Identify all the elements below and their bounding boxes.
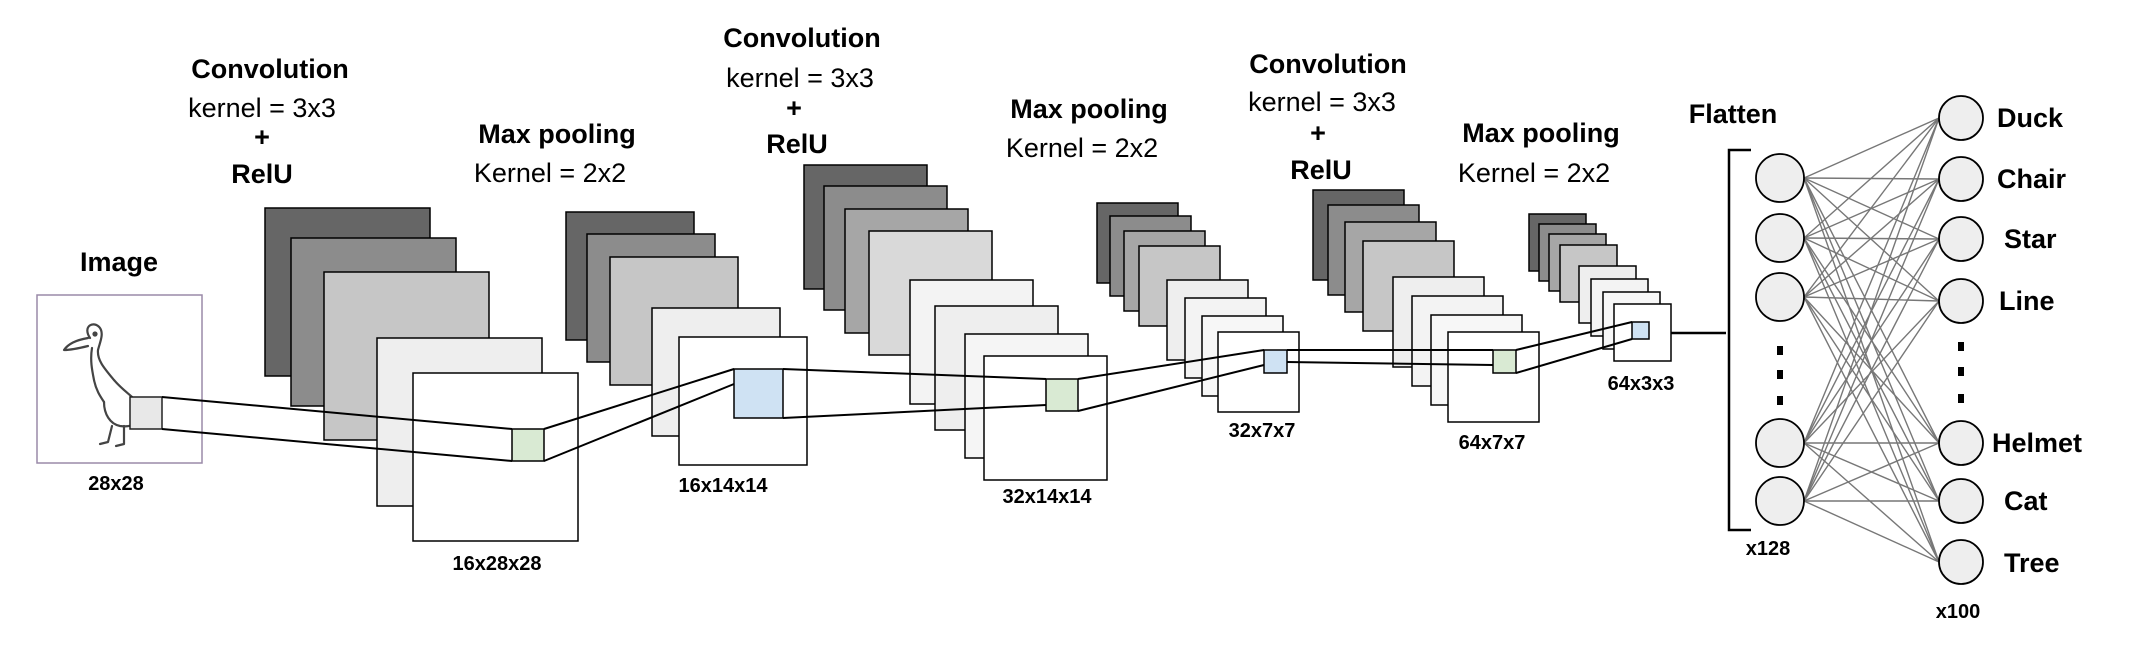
- pool1-title: Max pooling: [478, 119, 636, 149]
- class-label-chair: Chair: [1997, 164, 2067, 194]
- conv2-kernel: kernel = 3x3: [726, 63, 874, 93]
- fc-edge: [1803, 117, 1940, 179]
- conv3-activation: RelU: [1290, 155, 1352, 185]
- pool3-highlight-cell: [1631, 321, 1650, 340]
- conv2-plus: +: [786, 93, 802, 123]
- pool2-title: Max pooling: [1010, 94, 1168, 124]
- flatten-node: [1755, 272, 1805, 322]
- flatten-node: [1755, 153, 1805, 203]
- receptive-field-lines: [161, 321, 1633, 462]
- conv2-dim-label: 32x14x14: [1003, 486, 1093, 508]
- flatten-node: [1755, 476, 1805, 526]
- fc-edge: [1803, 296, 1940, 502]
- fc-edge: [1803, 237, 1940, 302]
- duck-sketch-icon: [62, 323, 144, 448]
- fc-edge: [1803, 300, 1940, 502]
- input-image-frame: [36, 294, 203, 464]
- output-node: [1938, 420, 1984, 466]
- class-label-tree: Tree: [2004, 548, 2060, 578]
- conv1-dim-label: 16x28x28: [453, 553, 542, 575]
- output-nodes: [1938, 95, 1984, 585]
- flatten-node: [1755, 418, 1805, 468]
- pool1-feature-stack: [565, 211, 808, 466]
- pool2-kernel: Kernel = 2x2: [1006, 133, 1158, 163]
- pool3-kernel: Kernel = 2x2: [1458, 158, 1610, 188]
- pool2-highlight-cell: [1263, 349, 1288, 374]
- pool2-feature-stack: [1096, 202, 1300, 413]
- fc-edge: [1803, 178, 1940, 298]
- pool1-highlight-cell: [733, 368, 784, 419]
- conv2-feature-stack: [803, 164, 1108, 481]
- image-dim-label: 28x28: [88, 473, 144, 495]
- flatten-ellipsis: [1777, 346, 1783, 405]
- fc-edge: [1803, 300, 1940, 444]
- flatten-title: Flatten: [1689, 99, 1778, 129]
- fc-edge: [1803, 238, 1940, 502]
- conv1-feature-stack: [264, 207, 579, 542]
- output-node: [1938, 539, 1984, 585]
- fc-edge: [1803, 117, 1940, 239]
- conv3-feature-stack: [1312, 189, 1540, 423]
- conv3-highlight-cell: [1492, 349, 1517, 374]
- fc-edge: [1803, 117, 1940, 444]
- output-node: [1938, 278, 1984, 324]
- conv3-dim-label: 64x7x7: [1459, 432, 1526, 454]
- image-title: Image: [80, 247, 158, 277]
- conv3-title: Convolution: [1249, 49, 1406, 79]
- class-label-star: Star: [2004, 224, 2057, 254]
- pool1-dim-label: 16x14x14: [679, 475, 769, 497]
- conv3-kernel: kernel = 3x3: [1248, 87, 1396, 117]
- class-label-duck: Duck: [1997, 103, 2064, 133]
- output-node: [1938, 95, 1984, 141]
- flatten-count-label: x128: [1746, 538, 1791, 560]
- fc-edge: [1803, 238, 1940, 298]
- conv1-highlight-cell: [511, 428, 545, 462]
- fc-edge: [1803, 177, 1940, 302]
- fc-edge: [1803, 442, 1940, 502]
- fc-edge: [1803, 296, 1940, 302]
- output-ellipsis: [1958, 342, 1964, 403]
- output-count-label: x100: [1936, 601, 1981, 623]
- fc-edge: [1803, 178, 1940, 502]
- class-label-line: Line: [1999, 286, 2055, 316]
- conv1-plus: +: [254, 122, 270, 152]
- output-node: [1938, 216, 1984, 262]
- fc-edge: [1803, 117, 1940, 298]
- conv2-title: Convolution: [723, 23, 880, 53]
- conv1-activation: RelU: [231, 159, 293, 189]
- input-kernel-window: [129, 396, 163, 430]
- fc-edge: [1803, 117, 1940, 502]
- output-node: [1938, 478, 1984, 524]
- conv2-highlight-cell: [1045, 378, 1079, 412]
- fully-connected-edges: [1803, 117, 1940, 563]
- output-node: [1938, 156, 1984, 202]
- fc-edge: [1803, 500, 1940, 563]
- flatten-node: [1755, 213, 1805, 263]
- flatten-nodes: [1755, 153, 1805, 526]
- pool3-dim-label: 64x3x3: [1608, 373, 1675, 395]
- conv1-kernel: kernel = 3x3: [188, 93, 336, 123]
- class-label-cat: Cat: [2004, 486, 2048, 516]
- fc-edge: [1803, 296, 1940, 563]
- conv1-title: Convolution: [191, 54, 348, 84]
- pool2-dim-label: 32x7x7: [1229, 420, 1296, 442]
- pool3-feature-stack: [1528, 213, 1672, 362]
- pool3-title: Max pooling: [1462, 118, 1620, 148]
- class-label-helmet: Helmet: [1992, 428, 2082, 458]
- conv3-plus: +: [1310, 118, 1326, 148]
- pool1-kernel: Kernel = 2x2: [474, 158, 626, 188]
- flatten-bracket: [1727, 148, 1751, 532]
- fc-edge: [1803, 442, 1940, 563]
- conv2-activation: RelU: [766, 129, 828, 159]
